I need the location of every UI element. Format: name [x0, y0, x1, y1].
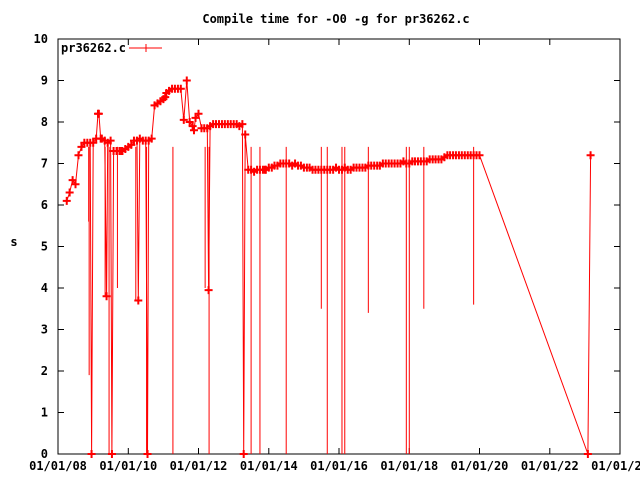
data-point — [191, 113, 200, 122]
data-point — [94, 109, 103, 118]
data-point — [475, 151, 484, 160]
data-point — [241, 130, 250, 139]
data-point — [239, 450, 248, 458]
y-tick-label: 4 — [41, 281, 48, 295]
y-tick-label: 10 — [34, 32, 48, 46]
data-point — [161, 93, 170, 102]
data-point — [107, 450, 116, 458]
data-point — [143, 450, 152, 458]
data-point — [87, 450, 96, 458]
data-point — [77, 142, 86, 151]
data-point — [194, 109, 203, 118]
x-tick-label: 01/01/24 — [591, 459, 640, 473]
data-point — [188, 122, 197, 131]
data-point — [189, 126, 198, 135]
data-point — [65, 188, 74, 197]
data-point — [62, 196, 71, 205]
data-point — [134, 296, 143, 305]
legend-marker — [142, 44, 150, 52]
data-point — [127, 140, 136, 149]
data-point — [179, 115, 188, 124]
y-tick-label: 3 — [41, 323, 48, 337]
plot-border — [57, 38, 621, 455]
x-tick-label: 01/01/22 — [521, 459, 579, 473]
x-tick-label: 01/01/16 — [310, 459, 368, 473]
x-tick-label: 01/01/08 — [29, 459, 87, 473]
axis-ticks: 0 1 2 3 4 5 6 7 8 9 10 01/01/08 01/01/10 01/01/12 01/0… — [29, 32, 640, 473]
data-point — [204, 286, 213, 295]
data-point — [176, 84, 185, 93]
x-tick-label: 01/01/18 — [380, 459, 438, 473]
y-tick-label: 1 — [41, 406, 48, 420]
legend: pr36262.c — [61, 41, 162, 55]
data-point — [182, 76, 191, 85]
x-tick-label: 01/01/12 — [170, 459, 228, 473]
x-tick-label: 01/01/20 — [451, 459, 509, 473]
y-tick-label: 9 — [41, 74, 48, 88]
data-point — [89, 138, 98, 147]
data-point — [68, 176, 77, 185]
data-point — [185, 118, 194, 126]
legend-label: pr36262.c — [61, 41, 126, 55]
y-tick-label: 2 — [41, 364, 48, 378]
y-tick-label: 5 — [41, 240, 48, 254]
data-point — [74, 151, 83, 160]
y-tick-label: 6 — [41, 198, 48, 212]
data-point — [71, 180, 80, 189]
y-axis-label: s — [10, 235, 17, 249]
series-pr36262 — [62, 76, 595, 458]
data-point — [586, 151, 595, 160]
chart-title: Compile time for -O0 -g for pr36262.c — [202, 12, 469, 26]
x-tick-label: 01/01/10 — [99, 459, 157, 473]
x-tick-label: 01/01/14 — [240, 459, 298, 473]
series-line — [66, 80, 592, 455]
data-point — [147, 134, 156, 143]
data-point — [106, 136, 115, 145]
data-point — [583, 450, 592, 458]
data-point — [238, 120, 247, 129]
y-tick-label: 7 — [41, 157, 48, 171]
y-tick-label: 8 — [41, 115, 48, 129]
y-tick-label: 0 — [41, 447, 48, 461]
data-point — [102, 292, 111, 301]
